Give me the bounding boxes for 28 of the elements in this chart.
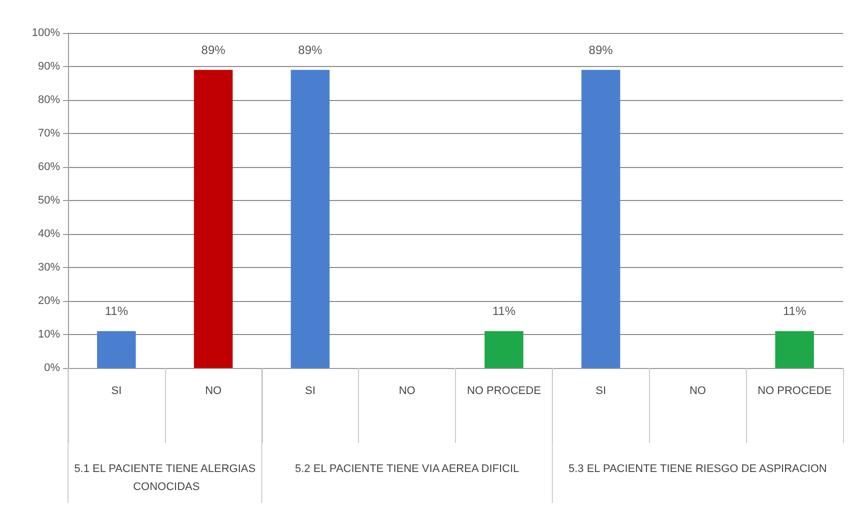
y-tick-label: 20% <box>38 295 60 307</box>
y-tick-label: 80% <box>38 94 60 106</box>
y-tick-label: 90% <box>38 60 60 72</box>
x-tick-label: NO <box>398 385 416 397</box>
y-tick-label: 0% <box>44 362 60 374</box>
data-label: 11% <box>492 304 516 318</box>
text: 5.3 EL PACIENTE TIENE RIESGO DE ASPIRACION <box>568 463 827 475</box>
y-tick-label: 60% <box>38 161 60 173</box>
y-tick-label: 100% <box>32 27 60 39</box>
text: 5.2 EL PACIENTE TIENE VIA AEREA DIFICIL <box>294 463 520 475</box>
data-label: 11% <box>104 304 128 318</box>
x-tick-label: NO <box>205 385 222 397</box>
x-tick-label: NO PROCEDE <box>758 385 832 397</box>
x-tick-label: SI <box>111 385 122 397</box>
y-tick-label: 10% <box>38 328 60 340</box>
x-tick-label: NO PROCEDE <box>466 385 541 397</box>
data-label: 89% <box>201 42 226 57</box>
x-tick-label: SI <box>304 385 316 397</box>
x-tick-label: SI <box>596 385 606 397</box>
y-tick-label: 40% <box>38 228 60 240</box>
x-tick-label: NO <box>689 385 706 397</box>
data-label: 89% <box>298 42 323 57</box>
y-tick-label: 50% <box>38 194 60 206</box>
data-label: 11% <box>782 304 806 318</box>
y-tick-label: 70% <box>38 128 60 140</box>
text: 5.1 EL PACIENTE TIENE ALERGIAS CONOCIDAS <box>74 463 256 493</box>
data-label: 89% <box>588 42 614 57</box>
y-tick-label: 30% <box>38 262 60 274</box>
